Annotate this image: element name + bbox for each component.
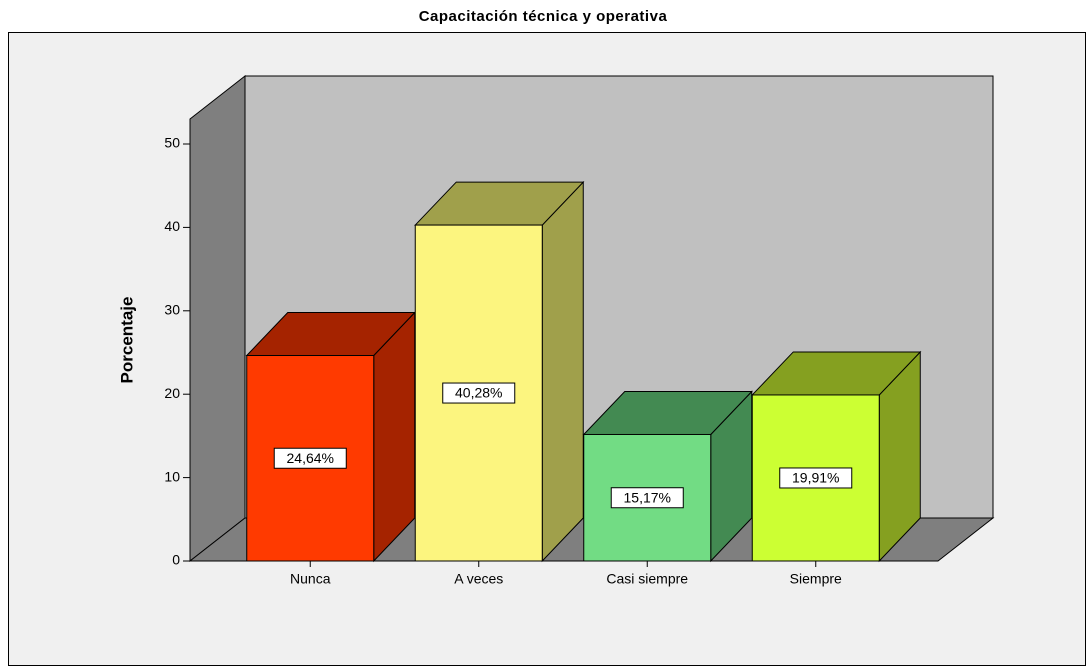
y-tick-label: 30 (164, 302, 180, 318)
y-axis-label: Porcentaje (117, 297, 136, 384)
value-label-box (610, 487, 684, 509)
x-tick-label: Nunca (290, 571, 331, 587)
bar-side (541, 180, 584, 563)
value-label-box (442, 382, 516, 404)
y-tick-label: 50 (164, 135, 180, 151)
y-tick-label: 40 (164, 218, 180, 234)
bar-side (373, 311, 416, 563)
x-tick-label: A veces (454, 571, 503, 587)
y-tick-label: 20 (164, 385, 180, 401)
y-tick-label: 0 (172, 552, 180, 568)
value-label-box (273, 447, 347, 469)
x-tick-label: Casi siempre (606, 571, 688, 587)
x-tick-label: Siempre (790, 571, 842, 587)
value-label-box (779, 467, 853, 489)
y-tick-label: 10 (164, 468, 180, 484)
chart-title: Capacitación técnica y operativa (419, 8, 668, 25)
value-label: 15,17% (624, 489, 671, 505)
left-wall (189, 74, 246, 563)
value-label: 24,64% (287, 450, 334, 466)
value-label: 40,28% (455, 385, 502, 401)
value-label: 19,91% (792, 470, 839, 486)
